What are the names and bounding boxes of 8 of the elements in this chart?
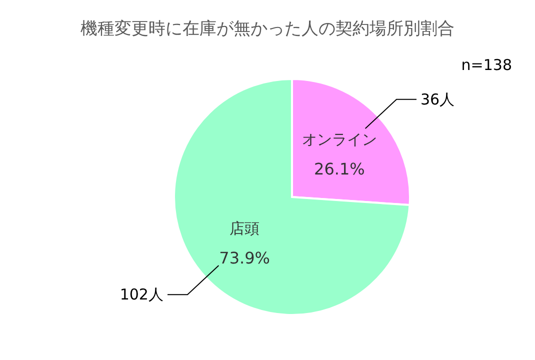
slice-label: 店頭 (230, 219, 260, 238)
text: n=138 (461, 56, 512, 74)
text: 26.1% (314, 160, 365, 179)
slice-label: オンライン (302, 130, 377, 149)
data-label: 36人 (420, 90, 455, 108)
text: 73.9% (219, 248, 270, 268)
title: 機種変更時に在庫が無かった人の契約場所別割合 (80, 19, 454, 39)
data-label: 102人 (120, 286, 164, 304)
